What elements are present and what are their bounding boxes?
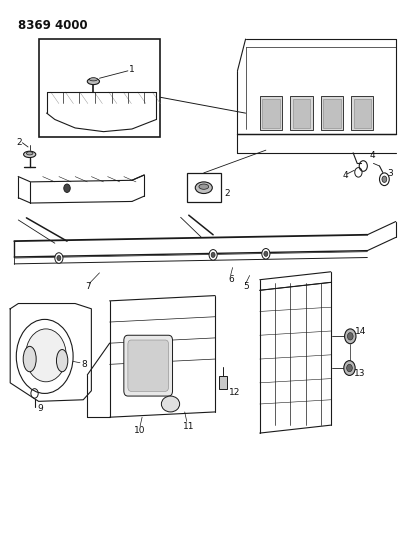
Text: 8: 8: [81, 360, 87, 369]
Ellipse shape: [161, 396, 179, 412]
Text: 13: 13: [353, 369, 365, 378]
Ellipse shape: [24, 151, 36, 158]
Circle shape: [209, 249, 217, 260]
Circle shape: [57, 255, 61, 261]
Ellipse shape: [23, 346, 36, 372]
Text: 8369 4000: 8369 4000: [18, 19, 88, 32]
Text: 1: 1: [129, 65, 135, 74]
Text: 14: 14: [354, 327, 366, 335]
Ellipse shape: [25, 329, 66, 382]
Circle shape: [381, 176, 386, 182]
Circle shape: [55, 253, 63, 263]
Ellipse shape: [87, 78, 99, 85]
Ellipse shape: [89, 78, 97, 81]
Ellipse shape: [26, 152, 33, 155]
Circle shape: [344, 329, 355, 344]
Bar: [262, 99, 279, 128]
Ellipse shape: [198, 184, 208, 189]
Bar: [219, 376, 227, 389]
Text: 7: 7: [85, 282, 91, 291]
Circle shape: [261, 248, 269, 259]
FancyBboxPatch shape: [124, 335, 172, 396]
Bar: [350, 96, 373, 130]
Text: 5: 5: [243, 282, 249, 291]
Text: 11: 11: [182, 422, 194, 431]
FancyBboxPatch shape: [128, 340, 168, 391]
Bar: [292, 99, 309, 128]
Circle shape: [343, 361, 354, 375]
Text: 3: 3: [387, 169, 392, 179]
Circle shape: [263, 251, 267, 256]
Text: 4: 4: [369, 151, 374, 160]
Text: 10: 10: [134, 426, 145, 435]
Bar: [186, 173, 221, 202]
Bar: [320, 96, 342, 130]
Text: 2: 2: [16, 138, 22, 147]
Bar: [38, 39, 160, 137]
Bar: [353, 99, 370, 128]
Circle shape: [211, 252, 215, 257]
Text: 9: 9: [37, 403, 43, 413]
Bar: [290, 96, 312, 130]
Bar: [259, 96, 281, 130]
Bar: [322, 99, 340, 128]
Text: 6: 6: [228, 274, 234, 284]
Ellipse shape: [56, 350, 67, 372]
Circle shape: [346, 333, 352, 340]
Ellipse shape: [16, 319, 73, 393]
Ellipse shape: [195, 182, 212, 193]
Text: 12: 12: [229, 388, 240, 397]
Circle shape: [64, 184, 70, 192]
Text: 4: 4: [342, 171, 348, 180]
Circle shape: [346, 365, 351, 372]
Text: 2: 2: [224, 189, 229, 198]
